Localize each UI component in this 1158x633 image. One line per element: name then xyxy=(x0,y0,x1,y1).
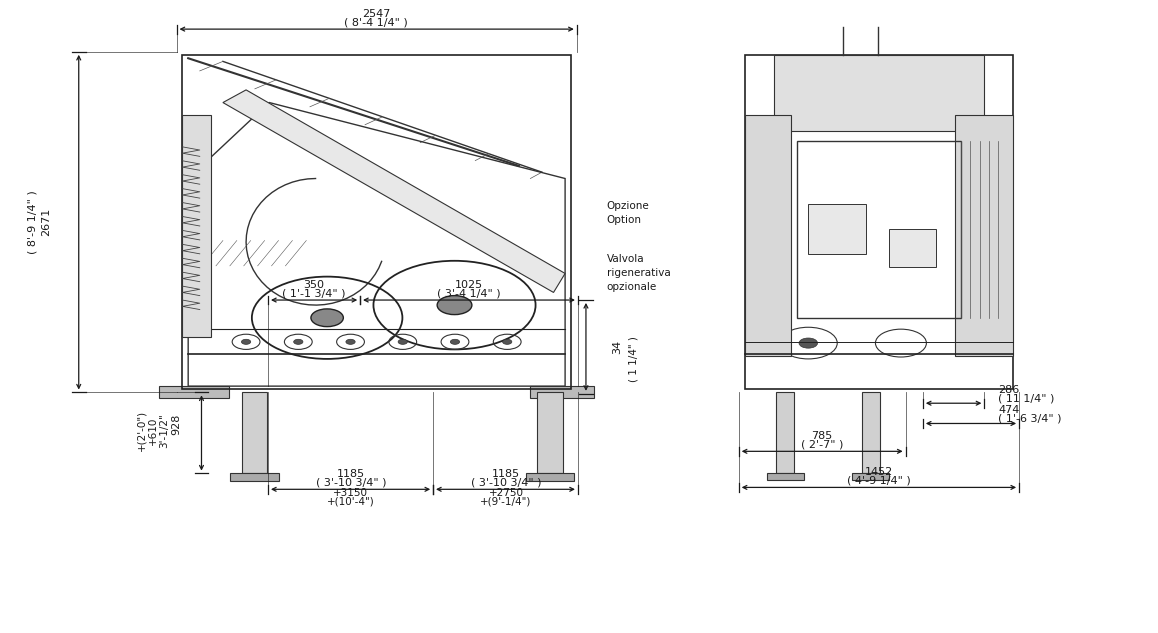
Bar xyxy=(776,392,794,473)
Text: 2547: 2547 xyxy=(362,9,390,19)
Bar xyxy=(242,392,267,473)
Bar xyxy=(160,386,229,398)
Text: +(2'-0"): +(2'-0") xyxy=(137,410,146,451)
Text: +2750: +2750 xyxy=(489,488,523,498)
Text: ( 8'-4 1/4" ): ( 8'-4 1/4" ) xyxy=(344,17,409,27)
Text: 2671: 2671 xyxy=(42,208,51,236)
Circle shape xyxy=(241,339,250,344)
Bar xyxy=(767,473,804,480)
Bar xyxy=(530,386,594,398)
Text: 34: 34 xyxy=(613,340,622,354)
Text: 1452: 1452 xyxy=(865,467,893,477)
Text: 1025: 1025 xyxy=(455,280,483,290)
Text: +(10'-4"): +(10'-4") xyxy=(327,496,375,506)
Bar xyxy=(889,229,936,267)
Text: 928: 928 xyxy=(171,413,181,435)
Text: 350: 350 xyxy=(303,280,324,290)
Text: ( 3'-10 3/4" ): ( 3'-10 3/4" ) xyxy=(316,477,386,487)
Bar xyxy=(862,392,880,473)
Bar xyxy=(955,115,1013,356)
Text: ( 1'-6 3/4" ): ( 1'-6 3/4" ) xyxy=(998,413,1062,423)
Circle shape xyxy=(346,339,356,344)
Text: 474: 474 xyxy=(998,405,1019,415)
Text: ( 3'-10 3/4" ): ( 3'-10 3/4" ) xyxy=(471,477,541,487)
Text: +3150: +3150 xyxy=(334,488,368,498)
Circle shape xyxy=(398,339,408,344)
Circle shape xyxy=(450,339,460,344)
Bar xyxy=(852,473,889,480)
Bar xyxy=(745,115,791,356)
Circle shape xyxy=(294,339,303,344)
Bar xyxy=(230,473,279,481)
Text: 785: 785 xyxy=(812,431,833,441)
Bar xyxy=(526,473,574,481)
Text: ( 3'-4 1/4" ): ( 3'-4 1/4" ) xyxy=(438,288,500,298)
Text: ( 11 1/4" ): ( 11 1/4" ) xyxy=(998,393,1055,403)
Bar xyxy=(797,141,961,318)
Text: ( 2'-7" ): ( 2'-7" ) xyxy=(801,439,843,449)
Text: Opzione
Option: Opzione Option xyxy=(607,201,650,225)
Polygon shape xyxy=(222,90,565,292)
Text: ( 1 1/4" ): ( 1 1/4" ) xyxy=(629,337,638,382)
Text: +610: +610 xyxy=(148,417,157,444)
Bar xyxy=(537,392,563,473)
Circle shape xyxy=(310,309,343,327)
Text: 1185: 1185 xyxy=(492,469,520,479)
Circle shape xyxy=(503,339,512,344)
Circle shape xyxy=(437,296,471,315)
Text: ( 1'-1 3/4" ): ( 1'-1 3/4" ) xyxy=(283,288,345,298)
Bar xyxy=(808,204,866,254)
Text: Valvola
rigenerativa
opzionale: Valvola rigenerativa opzionale xyxy=(607,254,670,292)
Circle shape xyxy=(799,338,818,348)
Bar xyxy=(182,115,211,337)
Text: 1185: 1185 xyxy=(337,469,365,479)
Text: 3'-1/2": 3'-1/2" xyxy=(160,413,169,448)
Text: 286: 286 xyxy=(998,385,1019,395)
Text: ( 8'-9 1/4" ): ( 8'-9 1/4" ) xyxy=(28,191,37,254)
Bar xyxy=(774,55,984,131)
Text: +(9'-1/4"): +(9'-1/4") xyxy=(481,496,532,506)
Text: ( 4'-9 1/4" ): ( 4'-9 1/4" ) xyxy=(846,475,911,486)
